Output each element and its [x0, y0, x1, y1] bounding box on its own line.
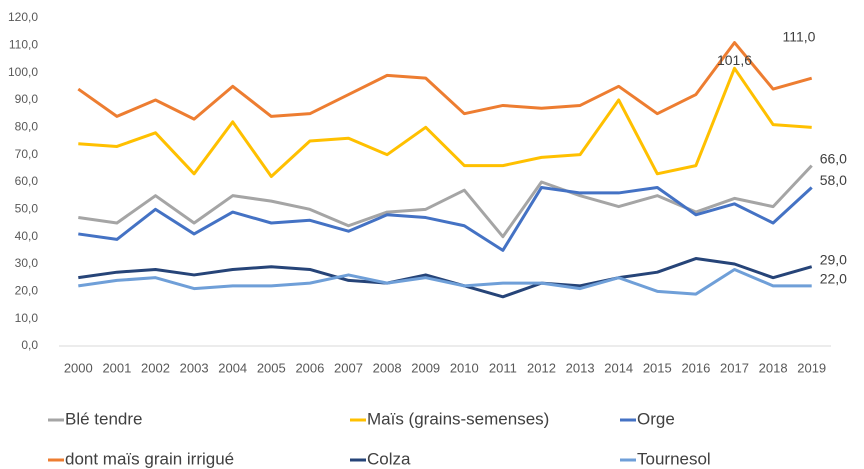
x-tick-label: 2015 — [643, 360, 672, 375]
x-tick-label: 2003 — [180, 360, 209, 375]
x-tick-label: 2001 — [102, 360, 131, 375]
data-label: 111,0 — [783, 28, 816, 44]
legend-label: Colza — [367, 449, 411, 468]
series-line — [77, 41, 813, 121]
x-tick-label: 2002 — [141, 360, 170, 375]
data-label: 66,0 — [820, 150, 847, 166]
y-tick-label: 60,0 — [15, 174, 39, 188]
x-tick-label: 2017 — [720, 360, 749, 375]
x-tick-label: 2012 — [527, 360, 556, 375]
x-tick-label: 2014 — [604, 360, 633, 375]
y-tick-label: 30,0 — [15, 256, 39, 270]
y-tick-label: 100,0 — [8, 65, 38, 79]
legend-label: dont maïs grain irrigué — [65, 449, 234, 468]
series-line — [78, 267, 812, 296]
y-tick-label: 20,0 — [15, 284, 39, 298]
data-label: 29,0 — [820, 251, 847, 267]
data-label: 101,6 — [717, 52, 752, 68]
x-tick-label: 2007 — [334, 360, 363, 375]
y-tick-label: 40,0 — [15, 229, 39, 243]
legend-label: Orge — [637, 409, 675, 428]
x-tick-label: 2018 — [759, 360, 788, 375]
x-tick-label: 2000 — [64, 360, 93, 375]
x-tick-label: 2005 — [257, 360, 286, 375]
x-tick-label: 2019 — [797, 360, 826, 375]
series-line — [78, 164, 813, 239]
x-tick-label: 2013 — [566, 360, 595, 375]
x-tick-label: 2006 — [295, 360, 324, 375]
data-label: 58,0 — [820, 172, 847, 188]
y-tick-label: 0,0 — [21, 338, 38, 352]
y-tick-label: 50,0 — [15, 202, 39, 216]
series-line — [78, 185, 813, 252]
x-tick-label: 2011 — [489, 360, 517, 375]
legend-label: Tournesol — [637, 449, 711, 468]
y-tick-label: 10,0 — [15, 311, 39, 325]
x-tick-label: 2016 — [681, 360, 710, 375]
x-tick-label: 2009 — [411, 360, 440, 375]
y-tick-label: 80,0 — [15, 120, 39, 134]
x-tick-label: 2008 — [373, 360, 402, 375]
y-tick-label: 90,0 — [15, 92, 39, 106]
x-tick-label: 2004 — [218, 360, 247, 375]
legend-label: Blé tendre — [65, 409, 143, 428]
legend-label: Maïs (grains-semenses) — [367, 409, 549, 428]
y-tick-label: 110,0 — [9, 38, 38, 52]
series-line — [78, 66, 812, 179]
data-label: 22,0 — [820, 271, 847, 287]
x-tick-label: 2010 — [450, 360, 479, 375]
y-tick-label: 120,0 — [8, 10, 38, 24]
y-tick-label: 70,0 — [15, 147, 39, 161]
